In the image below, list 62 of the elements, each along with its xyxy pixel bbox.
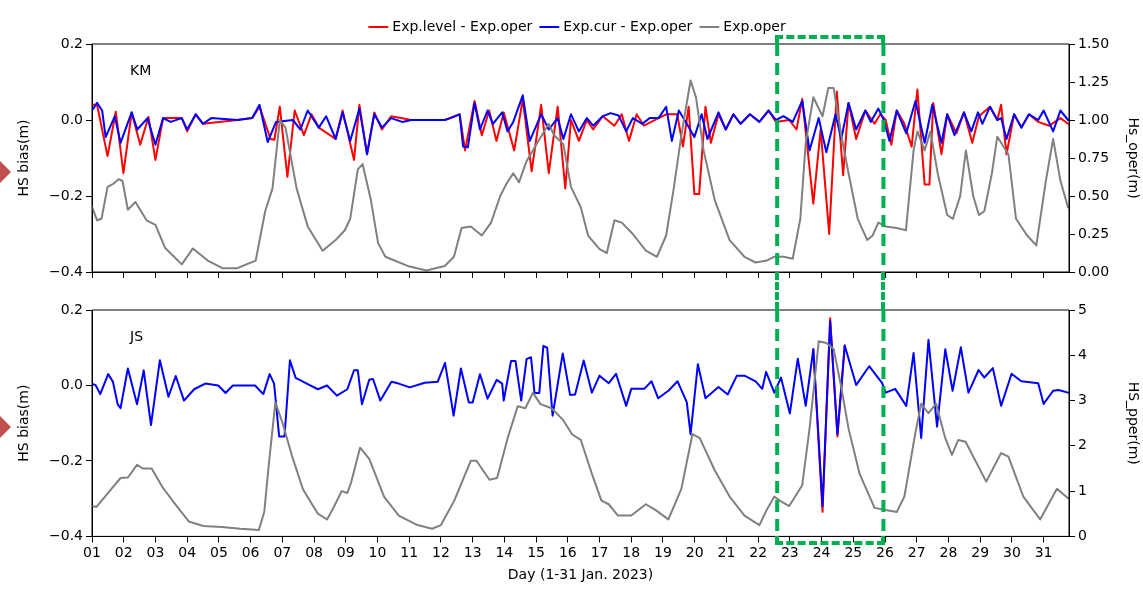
x-tick-label: 04 [178,544,197,561]
y2-tick-label: 1.00 [1078,110,1110,127]
legend-label: Exp.oper [723,17,786,34]
y2-tick-label: 0.50 [1078,186,1110,203]
x-tick-label: 23 [780,544,799,561]
x-tick-label: 10 [368,544,387,561]
x-tick-label: 06 [241,544,260,561]
y2-tick-label: 1.25 [1078,72,1110,89]
y2-tick-label: 1 [1078,481,1087,498]
x-tick-label: 25 [844,544,863,561]
legend-label: Exp.level - Exp.oper [392,17,533,34]
y2-tick-label: 4 [1078,345,1087,362]
y-tick-label: −0.2 [49,186,83,203]
x-tick-label: 31 [1034,544,1053,561]
y-tick-label: 0.2 [60,300,83,317]
x-tick-label: 14 [495,544,514,561]
x-tick-label: 22 [749,544,768,561]
x-tick-label: 11 [400,544,419,561]
x-tick-label: 09 [336,544,355,561]
x-tick-label: 21 [717,544,736,561]
y2-tick-label: 5 [1078,300,1087,317]
x-tick-label: 26 [876,544,895,561]
y2-tick-label: 3 [1078,391,1087,408]
y-tick-label: −0.4 [49,262,84,279]
y2-tick-label: 2 [1078,436,1087,453]
y2-tick-label: 0.25 [1078,224,1110,241]
x-tick-label: 30 [1002,544,1021,561]
y-axis-title: HS bias(m) [15,384,32,462]
x-tick-label: 20 [685,544,704,561]
legend-label: Exp.cur - Exp.oper [563,17,693,34]
y2-axis-title: Hs_oper(m) [1125,117,1142,199]
x-tick-label: 12 [432,544,450,561]
x-tick-label: 24 [812,544,831,561]
y-tick-label: 0.0 [60,376,83,393]
annotation: KM [130,61,152,78]
x-tick-label: 17 [590,544,609,561]
y2-tick-label: 1.50 [1078,34,1110,51]
y2-axis-title: HS_pper(m) [1125,381,1142,465]
x-tick-label: 16 [558,544,577,561]
x-tick-label: 07 [273,544,292,561]
y-axis-title: HS bias(m) [15,119,32,197]
y-tick-label: −0.2 [49,451,83,468]
y-tick-label: 0.2 [60,34,83,51]
x-tick-label: 02 [114,544,133,561]
x-tick-label: 03 [146,544,165,561]
annotation: JS [129,327,144,344]
y-tick-label: 0.0 [60,110,83,127]
y2-tick-label: 0.00 [1078,262,1110,279]
x-tick-label: 05 [209,544,228,561]
y-tick-label: −0.4 [49,527,84,544]
y2-tick-label: 0 [1078,527,1087,544]
x-axis-title: Day (1-31 Jan. 2023) [507,566,654,583]
x-tick-label: 08 [305,544,323,561]
x-tick-label: 29 [971,544,990,561]
y2-tick-label: 0.75 [1078,148,1110,165]
x-tick-label: 01 [83,544,101,561]
x-tick-label: 19 [654,544,672,561]
x-tick-label: 27 [907,544,926,561]
x-tick-label: 18 [622,544,641,561]
x-tick-label: 15 [527,544,545,561]
x-tick-label: 28 [939,544,958,561]
x-tick-label: 13 [463,544,482,561]
